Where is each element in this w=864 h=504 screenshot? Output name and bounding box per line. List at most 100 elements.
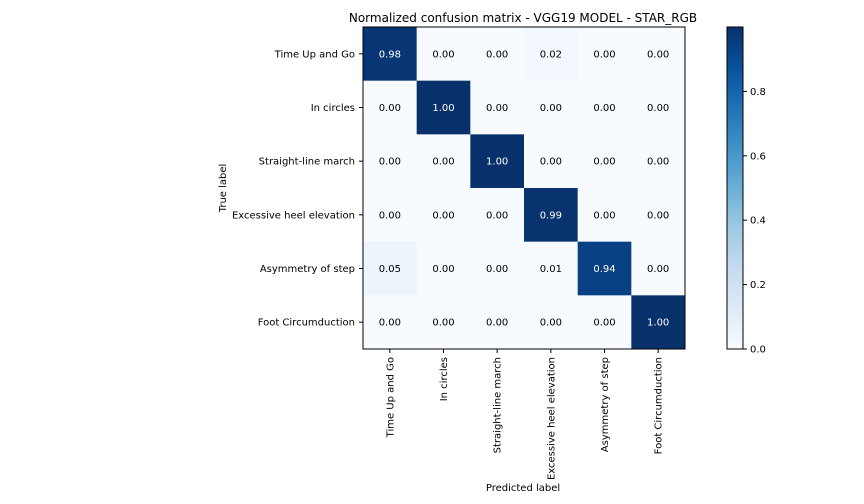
colorbar-tick-label: 0.0 [750, 345, 766, 356]
x-axis-ticks: Time Up and Go In circles Straight-line ma… [385, 349, 665, 480]
cell-value-label: 0.00 [540, 318, 562, 329]
cell-value-label: 1.00 [647, 318, 669, 329]
heatmap-cell [524, 27, 579, 82]
heatmap-cell [631, 27, 686, 82]
heatmap-cell [470, 134, 525, 189]
y-tick-label: Excessive heel elevation [232, 210, 355, 221]
x-tick-label: Time Up and Go [385, 357, 396, 438]
heatmap-cell [631, 295, 686, 350]
heatmap-cell [416, 134, 471, 189]
heatmap-cell [363, 241, 418, 296]
cell-value-label: 0.99 [540, 210, 562, 221]
heatmap-cell [416, 295, 471, 350]
heatmap-cell [631, 134, 686, 189]
cell-value-label: 0.00 [379, 157, 401, 168]
y-tick-label: Asymmetry of step [260, 264, 355, 275]
heatmap-cell [363, 134, 418, 189]
cell-value-label: 0.00 [647, 210, 669, 221]
cell-value-label: 0.00 [432, 157, 454, 168]
cell-value-label: 0.00 [486, 318, 508, 329]
heatmap-cell [363, 80, 418, 135]
cell-value-label: 0.00 [593, 318, 615, 329]
plot-frame [362, 26, 686, 350]
heatmap-cell [470, 241, 525, 296]
x-tick-label: Foot Circumduction [654, 357, 665, 454]
heatmap-cell [524, 188, 579, 243]
y-tick-label: Straight-line march [259, 157, 355, 168]
colorbar-tick-label: 0.8 [750, 87, 766, 98]
heatmap-cell [416, 188, 471, 243]
heatmap-cell [470, 27, 525, 82]
y-tick-label: Foot Circumduction [258, 318, 355, 329]
heatmap-cell [524, 295, 579, 350]
cell-value-label: 0.00 [432, 49, 454, 60]
cell-value-label: 0.00 [647, 264, 669, 275]
heatmap-cell [577, 27, 632, 82]
cell-value-label: 0.00 [432, 264, 454, 275]
y-axis-label: True label [218, 164, 229, 214]
heatmap-cell [631, 188, 686, 243]
cell-value-label: 0.01 [540, 264, 562, 275]
heatmap-cells [363, 27, 686, 350]
colorbar-tick-label: 0.2 [750, 280, 766, 291]
cell-value-label: 0.05 [379, 264, 401, 275]
cell-value-label: 0.00 [379, 318, 401, 329]
heatmap-cell [577, 134, 632, 189]
x-tick-label: In circles [439, 357, 450, 401]
cell-value-label: 0.00 [647, 49, 669, 60]
heatmap-cell [631, 241, 686, 296]
cell-value-label: 0.00 [540, 103, 562, 114]
x-tick-label: Asymmetry of step [600, 357, 611, 452]
cell-value-label: 0.02 [540, 49, 562, 60]
colorbar-tick-label: 0.6 [750, 151, 766, 162]
cell-value-label: 0.00 [486, 264, 508, 275]
colorbar-ticks: 0.0 0.2 0.4 0.6 0.8 [743, 87, 766, 356]
heatmap-cell [524, 241, 579, 296]
heatmap-cell [631, 80, 686, 135]
chart-title: Normalized confusion matrix - VGG19 MODE… [349, 11, 697, 25]
cell-value-label: 0.00 [432, 210, 454, 221]
cell-value-label: 0.00 [647, 103, 669, 114]
cell-value-label: 0.94 [593, 264, 615, 275]
cell-value-label: 0.00 [593, 103, 615, 114]
cell-value-label: 0.00 [593, 49, 615, 60]
cell-value-label: 0.00 [593, 157, 615, 168]
x-tick-label: Straight-line march [493, 357, 504, 453]
cell-value-label: 1.00 [432, 103, 454, 114]
heatmap-cell [470, 188, 525, 243]
colorbar-tick-label: 0.4 [750, 216, 766, 227]
cell-value-label: 0.00 [647, 157, 669, 168]
heatmap-cell [416, 27, 471, 82]
y-axis-ticks: Time Up and Go In circles Straight-line ma… [232, 49, 363, 329]
cell-value-label: 0.00 [486, 49, 508, 60]
heatmap-cell [363, 27, 418, 82]
x-axis-label: Predicted label [486, 483, 560, 494]
heatmap-cell [363, 188, 418, 243]
heatmap-cell [577, 295, 632, 350]
cell-value-label: 0.00 [432, 318, 454, 329]
heatmap-cell [577, 80, 632, 135]
colorbar [726, 26, 744, 350]
cell-value-label: 0.00 [486, 103, 508, 114]
heatmap-cell [524, 134, 579, 189]
cell-value-label: 0.98 [379, 49, 401, 60]
y-tick-label: Time Up and Go [274, 49, 355, 60]
cell-value-label: 0.00 [379, 210, 401, 221]
heatmap-cell [416, 241, 471, 296]
heatmap-cell-labels: 0.98 0.00 0.00 0.02 0.00 0.00 0.00 1.00 0.00 0.00… [379, 49, 670, 328]
heatmap-cell [524, 80, 579, 135]
y-tick-label: In circles [311, 103, 355, 114]
heatmap-cell [577, 241, 632, 296]
heatmap-cell [470, 80, 525, 135]
cell-value-label: 1.00 [486, 157, 508, 168]
cell-value-label: 0.00 [486, 210, 508, 221]
cell-value-label: 0.00 [379, 103, 401, 114]
heatmap-cell [363, 295, 418, 350]
heatmap-cell [470, 295, 525, 350]
x-tick-label: Excessive heel elevation [546, 357, 557, 480]
heatmap-cell [416, 80, 471, 135]
cell-value-label: 0.00 [540, 157, 562, 168]
cell-value-label: 0.00 [593, 210, 615, 221]
heatmap-cell [577, 188, 632, 243]
